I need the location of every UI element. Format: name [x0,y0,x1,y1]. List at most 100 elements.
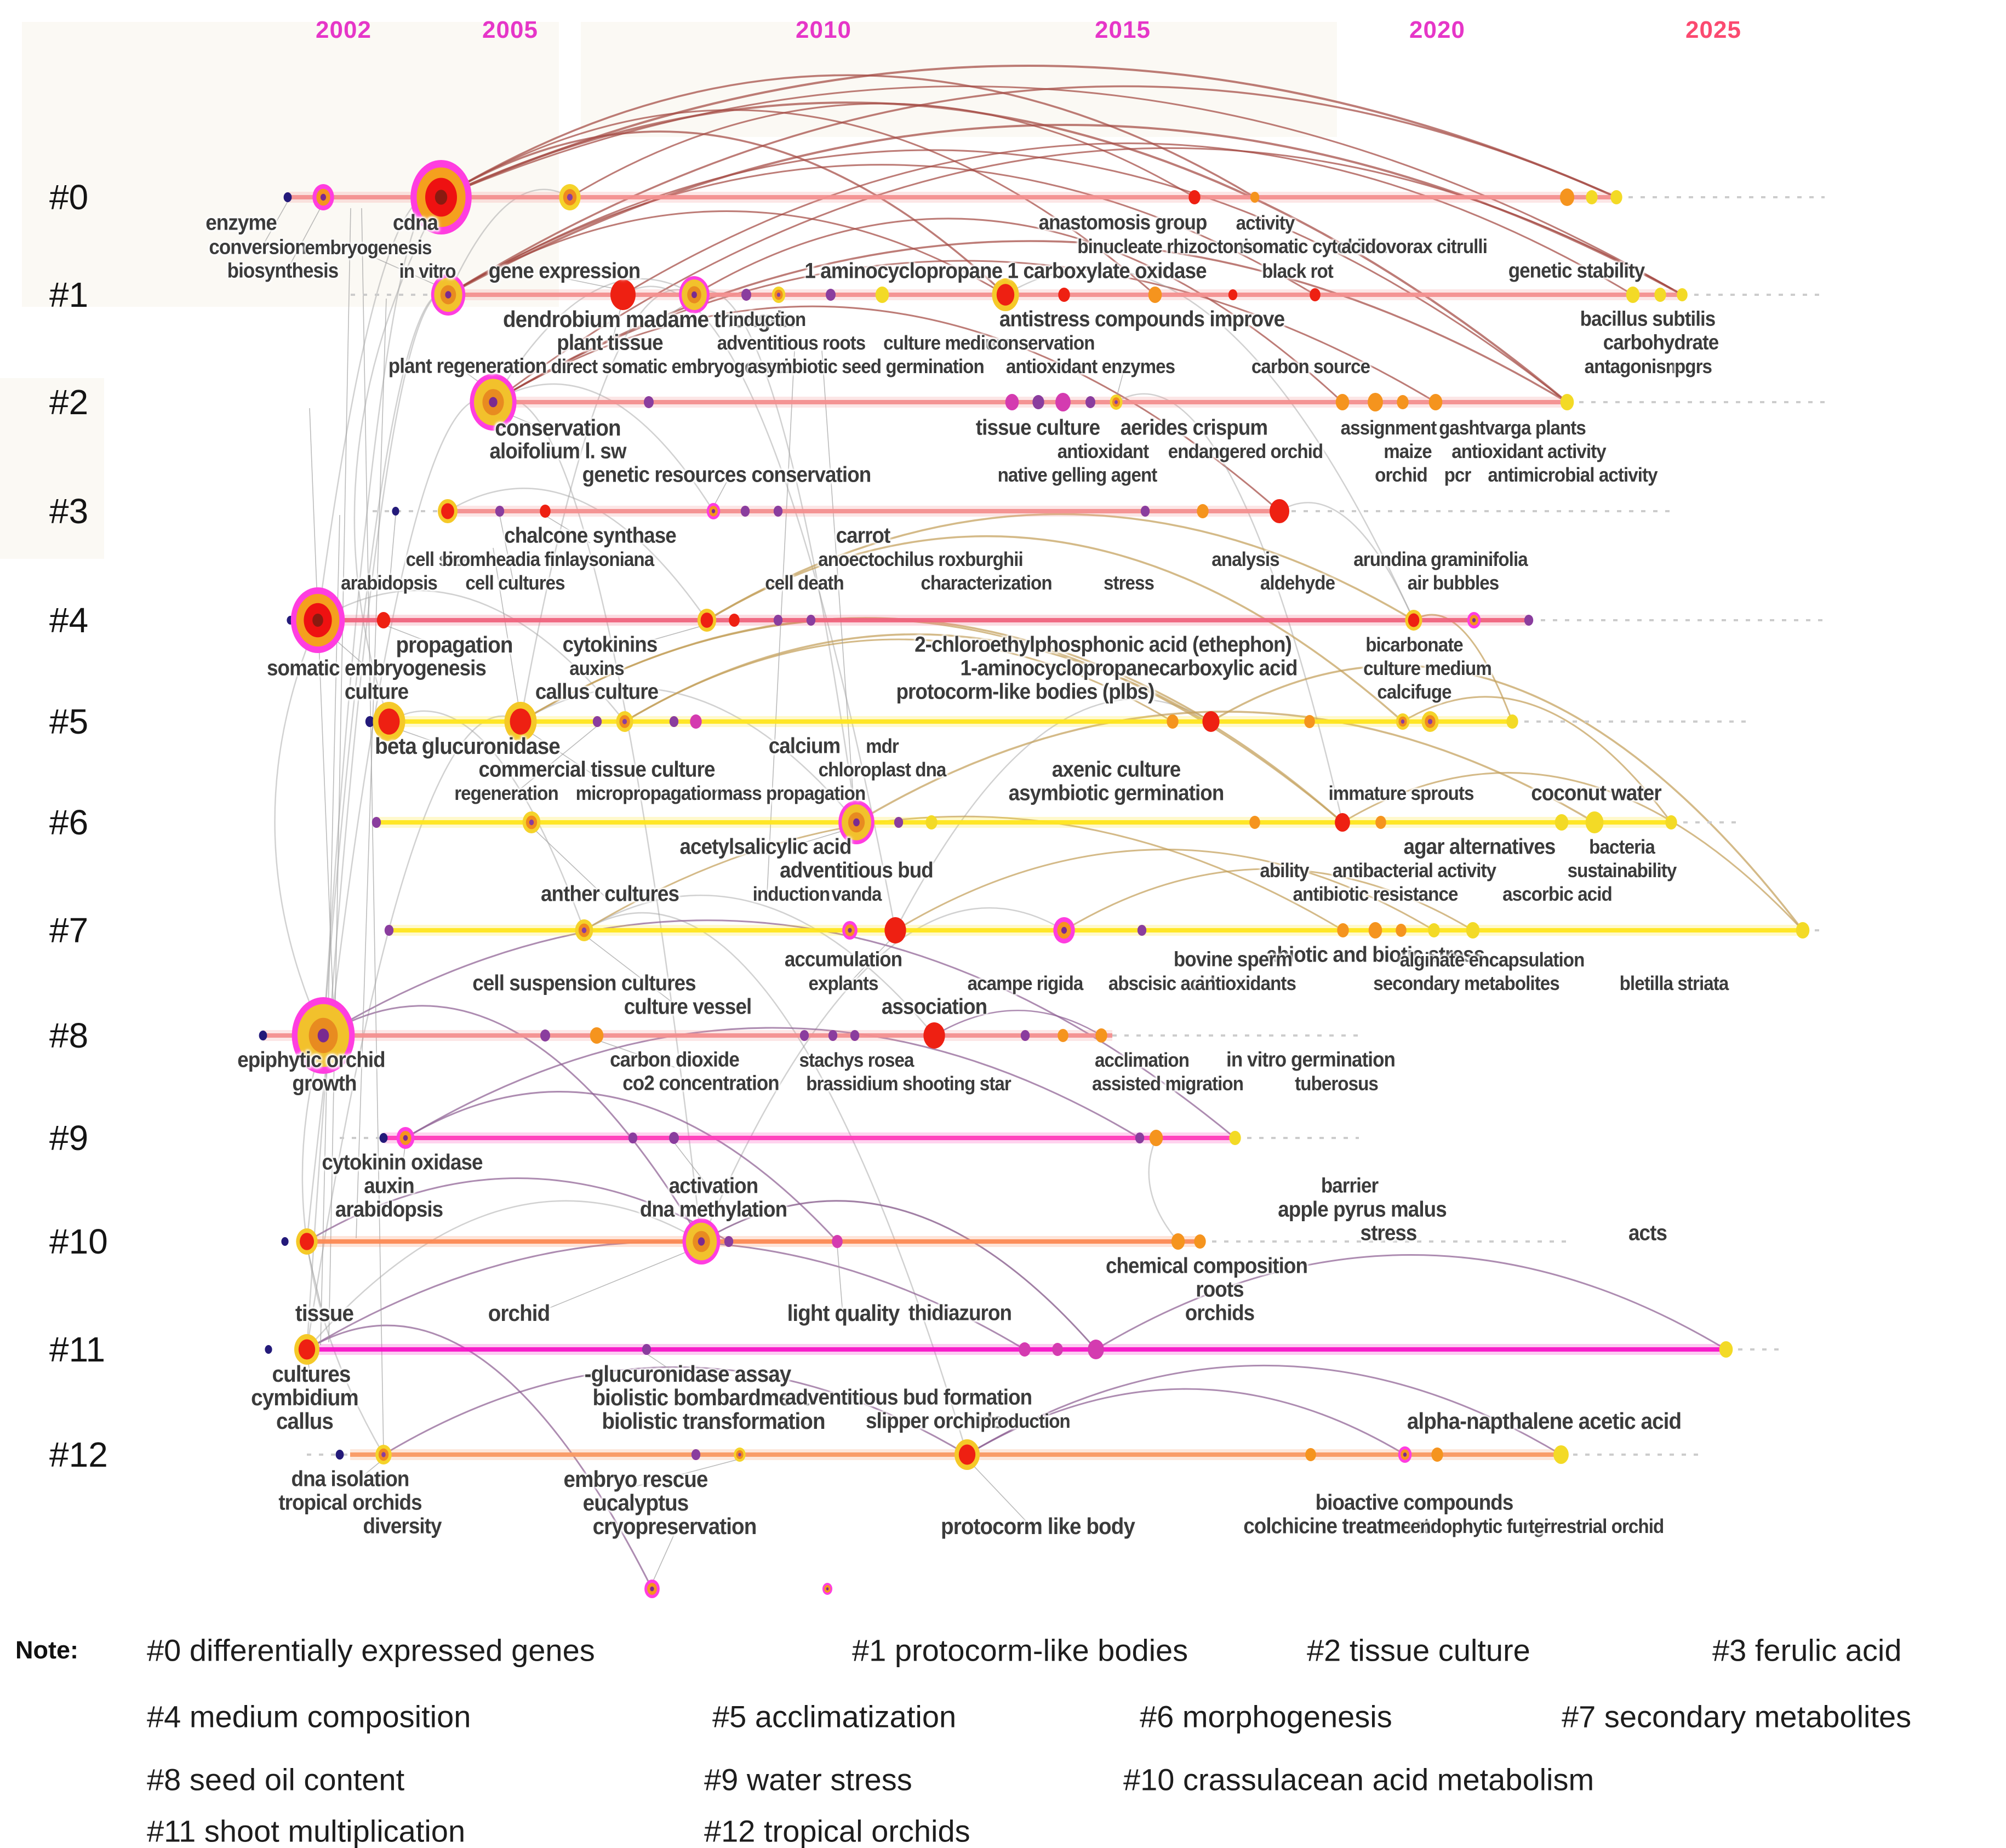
timeline-node[interactable] [1368,393,1383,411]
timeline-node[interactable] [1095,1028,1107,1043]
timeline-node[interactable] [644,1580,660,1598]
timeline-node[interactable] [1431,1447,1443,1462]
timeline-node[interactable] [1586,190,1598,204]
timeline-node[interactable] [1398,1446,1412,1463]
timeline-node[interactable] [832,1235,843,1248]
timeline-node[interactable] [955,1439,980,1470]
timeline-node[interactable] [384,925,394,936]
timeline-node[interactable] [1270,499,1289,523]
timeline-node[interactable] [628,1132,638,1143]
timeline-node[interactable] [1250,192,1260,203]
timeline-node[interactable] [822,1583,832,1595]
timeline-node[interactable] [1335,813,1350,832]
timeline-node[interactable] [1005,394,1019,410]
timeline-node[interactable] [1466,922,1480,939]
timeline-node[interactable] [376,612,391,628]
timeline-node[interactable] [1194,1234,1206,1249]
timeline-node[interactable] [1088,1340,1104,1359]
timeline-node[interactable] [1149,1130,1163,1146]
timeline-node[interactable] [592,716,602,727]
timeline-node[interactable] [1229,1131,1241,1145]
timeline-node[interactable] [292,997,355,1074]
timeline-node[interactable] [1428,394,1443,410]
timeline-node[interactable] [290,587,345,653]
timeline-node[interactable] [669,716,679,727]
timeline-node[interactable] [1421,711,1439,732]
timeline-node[interactable] [1249,816,1260,829]
timeline-node[interactable] [1335,394,1350,410]
timeline-node[interactable] [773,615,783,626]
timeline-node[interactable] [729,614,740,627]
timeline-node[interactable] [283,192,292,202]
timeline-node[interactable] [392,507,399,516]
timeline-node[interactable] [1148,287,1162,303]
timeline-node[interactable] [773,506,783,517]
timeline-node[interactable] [1110,394,1123,410]
timeline-node[interactable] [294,1334,319,1365]
timeline-node[interactable] [1135,1132,1145,1143]
timeline-node[interactable] [1553,1445,1569,1464]
timeline-node[interactable] [1020,1030,1030,1041]
timeline-node[interactable] [410,160,472,234]
timeline-node[interactable] [1654,288,1666,302]
timeline-node[interactable] [1467,612,1481,628]
timeline-node[interactable] [1140,506,1150,517]
timeline-node[interactable] [438,499,458,523]
timeline-node[interactable] [1032,395,1044,409]
timeline-node[interactable] [1202,711,1220,732]
timeline-node[interactable] [992,278,1019,311]
timeline-node[interactable] [610,279,636,310]
timeline-node[interactable] [799,1030,809,1041]
timeline-node[interactable] [372,817,381,828]
timeline-node[interactable] [826,289,836,301]
timeline-node[interactable] [734,1447,746,1462]
timeline-node[interactable] [642,1344,651,1355]
timeline-node[interactable] [540,505,551,518]
timeline-node[interactable] [575,919,593,941]
timeline-node[interactable] [875,287,889,303]
timeline-node[interactable] [690,714,702,729]
timeline-node[interactable] [828,1030,838,1041]
timeline-node[interactable] [379,1133,388,1143]
timeline-node[interactable] [1560,394,1574,410]
timeline-node[interactable] [616,711,633,732]
timeline-node[interactable] [559,184,581,210]
timeline-node[interactable] [281,1237,289,1246]
timeline-node[interactable] [1677,288,1688,301]
timeline-node[interactable] [771,287,786,303]
timeline-node[interactable] [1559,188,1575,206]
timeline-node[interactable] [1524,615,1534,626]
timeline-node[interactable] [504,702,537,741]
timeline-node[interactable] [925,815,938,829]
timeline-node[interactable] [923,1022,945,1049]
timeline-node[interactable] [396,1127,415,1149]
timeline-node[interactable] [842,921,858,940]
timeline-node[interactable] [741,289,751,301]
timeline-node[interactable] [1053,917,1075,943]
timeline-node[interactable] [894,817,904,828]
timeline-node[interactable] [1506,714,1518,729]
timeline-node[interactable] [1052,1343,1063,1356]
timeline-node[interactable] [706,503,721,519]
timeline-node[interactable] [590,1027,604,1044]
timeline-node[interactable] [1137,925,1147,936]
timeline-node[interactable] [1197,504,1209,518]
timeline-node[interactable] [296,1228,318,1255]
timeline-node[interactable] [470,374,517,431]
timeline-node[interactable] [1368,922,1382,939]
timeline-node[interactable] [679,276,710,313]
timeline-node[interactable] [1626,287,1640,303]
timeline-node[interactable] [540,1029,550,1042]
timeline-node[interactable] [1796,922,1810,939]
timeline-node[interactable] [431,274,466,316]
timeline-node[interactable] [1665,815,1677,829]
timeline-node[interactable] [495,506,505,517]
timeline-node[interactable] [312,184,334,210]
timeline-node[interactable] [265,1345,272,1354]
timeline-node[interactable] [1058,1029,1068,1042]
timeline-node[interactable] [1428,923,1440,937]
timeline-node[interactable] [1171,1233,1185,1250]
timeline-node[interactable] [1610,190,1622,204]
timeline-node[interactable] [1719,1341,1733,1358]
timeline-node[interactable] [259,1031,267,1040]
